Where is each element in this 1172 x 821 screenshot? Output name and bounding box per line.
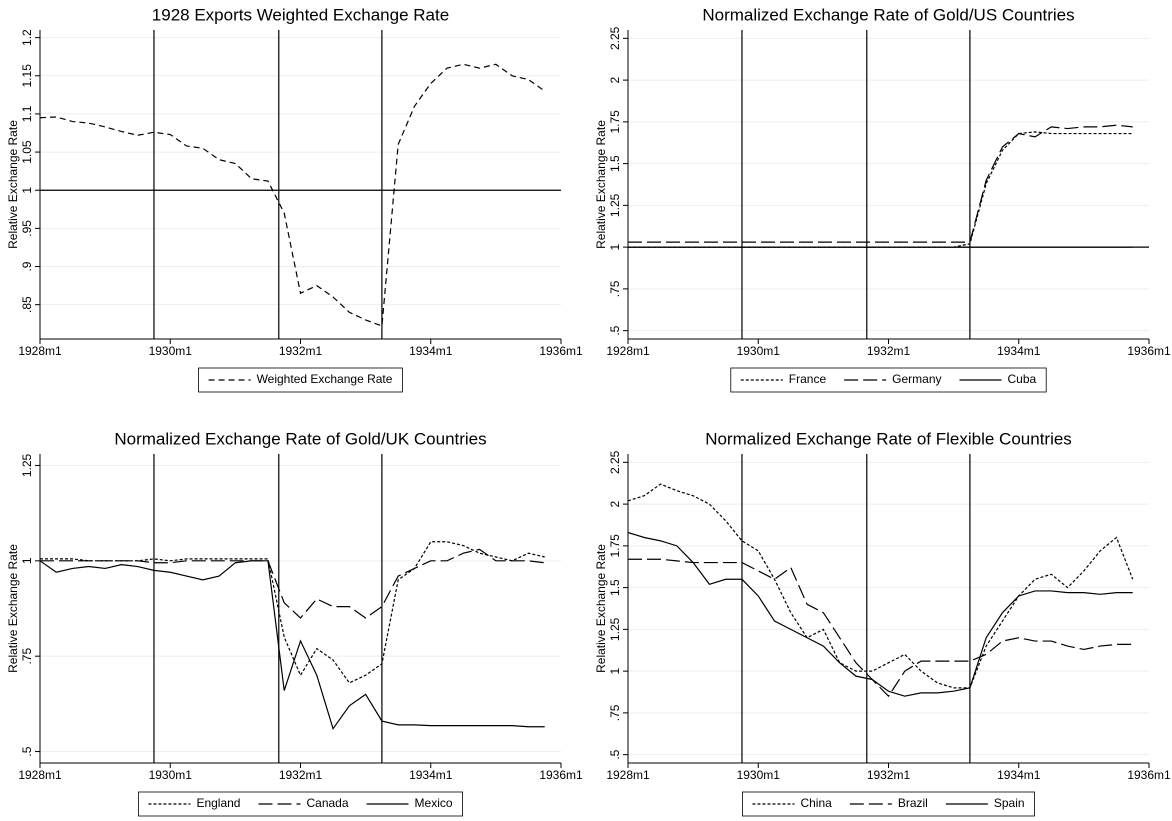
series-line (627, 483, 1134, 689)
x-tick-label: 1934m1 (409, 768, 453, 782)
plot-area (628, 30, 1149, 339)
x-tick-label: 1930m1 (737, 344, 781, 358)
y-tick-label: .5 (608, 749, 622, 759)
y-tick-label: 2.25 (608, 450, 622, 474)
y-tick-label: .75 (608, 280, 622, 297)
legend-label: France (789, 372, 827, 386)
chart-title: 1928 Exports Weighted Exchange Rate (152, 5, 449, 24)
x-tick-label: 1930m1 (737, 768, 781, 782)
y-tick-label: 1.25 (20, 453, 34, 477)
legend: China Brazil Spain (742, 791, 1035, 817)
plot-area (40, 454, 561, 763)
legend-label: Weighted Exchange Rate (257, 372, 393, 386)
y-tick-label: 1.5 (608, 155, 622, 172)
y-tick-label: .75 (20, 648, 34, 665)
y-tick-label: 1 (20, 187, 34, 194)
legend-label: Canada (306, 796, 348, 810)
x-tick-label: 1936m1 (539, 768, 583, 782)
y-tick-label: 1.1 (20, 105, 34, 122)
x-tick-label: 1932m1 (279, 768, 323, 782)
series-line (628, 558, 1133, 698)
x-tick-label: 1934m1 (997, 768, 1041, 782)
chart-title: Normalized Exchange Rate of Gold/US Coun… (702, 5, 1074, 24)
y-tick-label: 1.05 (20, 140, 34, 164)
legend: France Germany Cuba (730, 367, 1047, 393)
x-tick-label: 1934m1 (997, 344, 1041, 358)
y-tick-label: 1.75 (608, 110, 622, 134)
legend-label: Mexico (415, 796, 453, 810)
y-tick-label: .75 (608, 704, 622, 721)
series-line (628, 124, 1133, 243)
legend: Weighted Exchange Rate (198, 367, 403, 393)
y-axis-label: Relative Exchange Rate (594, 544, 608, 673)
x-tick-label: 1930m1 (149, 768, 193, 782)
y-tick-label: .5 (608, 325, 622, 335)
x-tick-label: 1936m1 (1127, 344, 1171, 358)
legend: England Canada Mexico (138, 791, 463, 817)
y-axis-label: Relative Exchange Rate (6, 544, 20, 673)
y-tick-label: .85 (20, 296, 34, 313)
chart-title: Normalized Exchange Rate of Flexible Cou… (705, 429, 1072, 448)
y-tick-label: 1 (608, 667, 622, 674)
plot-area (40, 30, 561, 339)
y-tick-label: 1 (20, 557, 34, 564)
x-tick-label: 1928m1 (606, 344, 650, 358)
series-line (627, 531, 1133, 697)
series-line (39, 63, 546, 327)
y-tick-label: 2 (608, 76, 622, 83)
y-tick-label: 2 (608, 500, 622, 507)
plot-area (628, 454, 1149, 763)
y-tick-label: 1 (608, 243, 622, 250)
series-line (40, 548, 545, 619)
x-tick-label: 1932m1 (867, 344, 911, 358)
y-tick-label: 1.15 (20, 64, 34, 88)
y-tick-label: 1.2 (20, 29, 34, 46)
panel: 1928 Exports Weighted Exchange Rate .85 .9… (6, 5, 583, 393)
y-tick-label: 1.5 (608, 579, 622, 596)
x-tick-label: 1928m1 (18, 344, 62, 358)
legend-label: Brazil (898, 796, 928, 810)
y-axis-label: Relative Exchange Rate (594, 120, 608, 249)
y-tick-label: 1.75 (608, 534, 622, 558)
legend-label: Germany (892, 372, 941, 386)
chart-title: Normalized Exchange Rate of Gold/UK Coun… (114, 429, 486, 448)
y-tick-label: .5 (20, 746, 34, 756)
legend-label: Cuba (1008, 372, 1037, 386)
x-tick-label: 1936m1 (1127, 768, 1171, 782)
x-tick-label: 1936m1 (539, 344, 583, 358)
legend-label: England (196, 796, 240, 810)
series-line (39, 560, 545, 731)
x-tick-label: 1928m1 (18, 768, 62, 782)
x-tick-label: 1934m1 (409, 344, 453, 358)
panel: Normalized Exchange Rate of Gold/UK Coun… (6, 429, 583, 817)
y-tick-label: .9 (20, 261, 34, 271)
y-tick-label: 2.25 (608, 26, 622, 50)
legend-label: China (800, 796, 832, 810)
x-tick-label: 1932m1 (867, 768, 911, 782)
y-tick-label: .95 (20, 220, 34, 237)
legend-label: Spain (994, 796, 1025, 810)
x-tick-label: 1930m1 (149, 344, 193, 358)
y-axis-label: Relative Exchange Rate (6, 120, 20, 249)
x-tick-label: 1928m1 (606, 768, 650, 782)
y-tick-label: 1.25 (608, 617, 622, 641)
x-tick-label: 1932m1 (279, 344, 323, 358)
panel: Normalized Exchange Rate of Flexible Cou… (594, 429, 1171, 817)
panel: Normalized Exchange Rate of Gold/US Coun… (594, 5, 1171, 393)
y-tick-label: 1.25 (608, 193, 622, 217)
